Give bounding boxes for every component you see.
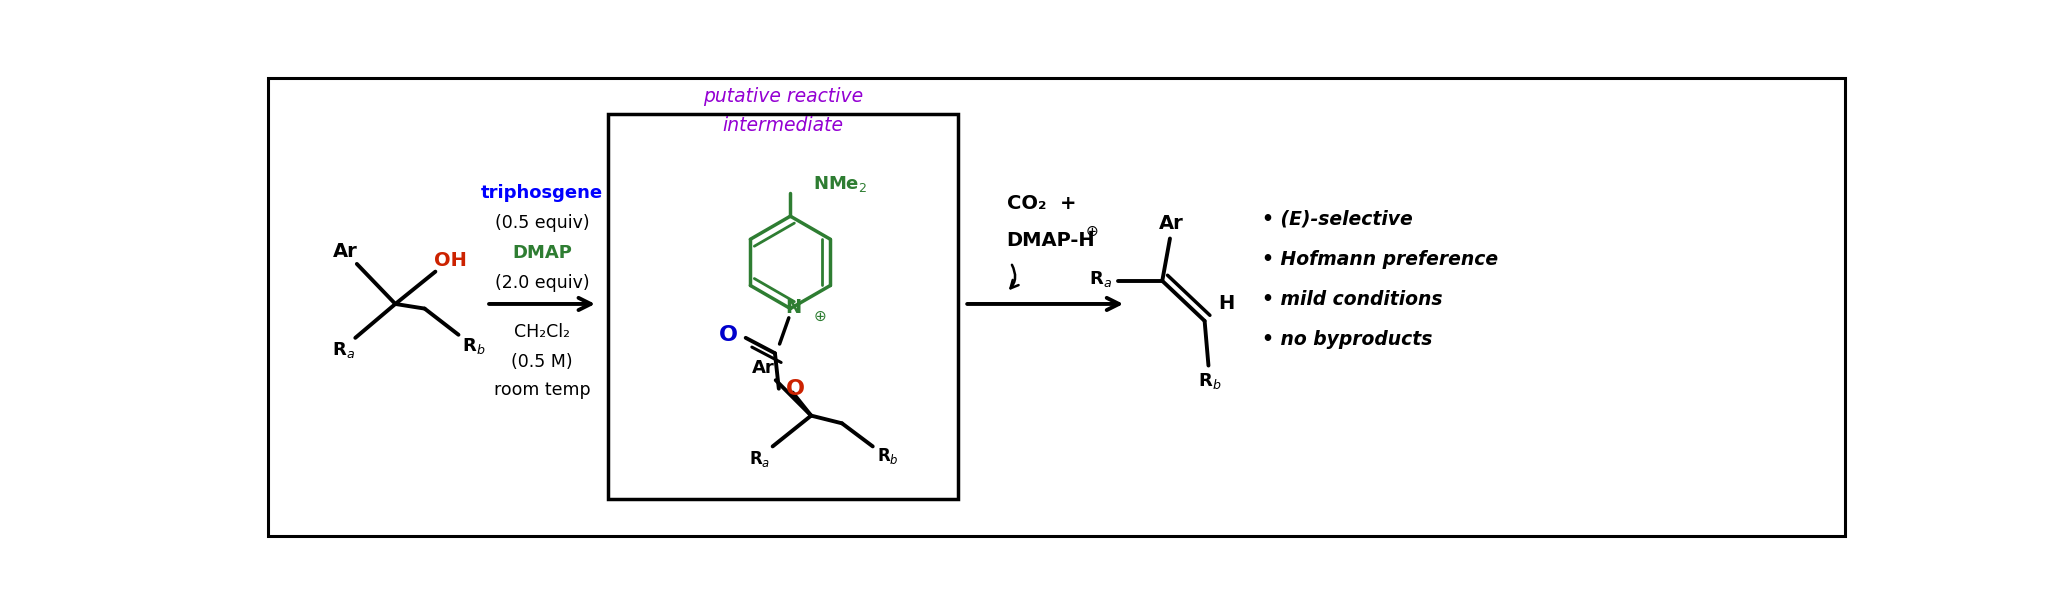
Text: (2.0 equiv): (2.0 equiv) xyxy=(495,274,590,292)
Bar xyxy=(608,114,959,499)
Text: Ar: Ar xyxy=(332,242,357,261)
Text: O: O xyxy=(786,379,806,399)
Text: Ar: Ar xyxy=(753,359,775,377)
Text: R$_a$: R$_a$ xyxy=(1089,269,1111,289)
Text: intermediate: intermediate xyxy=(722,116,843,135)
Text: N: N xyxy=(786,297,802,317)
Text: NMe$_2$: NMe$_2$ xyxy=(812,174,868,194)
Text: R$_b$: R$_b$ xyxy=(876,446,899,466)
Text: OH: OH xyxy=(435,251,468,271)
Text: DMAP: DMAP xyxy=(511,244,571,262)
Text: • no byproducts: • no byproducts xyxy=(1262,330,1433,349)
Text: Ar: Ar xyxy=(1159,213,1184,233)
Text: • Hofmann preference: • Hofmann preference xyxy=(1262,250,1499,269)
Text: $\oplus$: $\oplus$ xyxy=(812,309,827,324)
Text: room temp: room temp xyxy=(493,381,590,399)
Text: R$_a$: R$_a$ xyxy=(749,449,771,469)
Text: O: O xyxy=(720,325,738,345)
Text: putative reactive: putative reactive xyxy=(703,86,864,106)
Text: • mild conditions: • mild conditions xyxy=(1262,290,1443,309)
Text: DMAP-H: DMAP-H xyxy=(1006,231,1095,250)
Text: H: H xyxy=(1219,294,1235,314)
Text: $\oplus$: $\oplus$ xyxy=(1085,224,1099,239)
Text: • (E)-selective: • (E)-selective xyxy=(1262,210,1412,229)
Text: R$_b$: R$_b$ xyxy=(462,336,487,356)
Text: CH₂Cl₂: CH₂Cl₂ xyxy=(513,323,569,340)
Text: CO₂  +: CO₂ + xyxy=(1006,195,1076,213)
Text: (0.5 M): (0.5 M) xyxy=(511,353,573,371)
Text: triphosgene: triphosgene xyxy=(480,184,602,202)
Text: R$_a$: R$_a$ xyxy=(332,340,355,360)
Text: R$_b$: R$_b$ xyxy=(1198,371,1221,391)
Text: (0.5 equiv): (0.5 equiv) xyxy=(495,214,590,232)
